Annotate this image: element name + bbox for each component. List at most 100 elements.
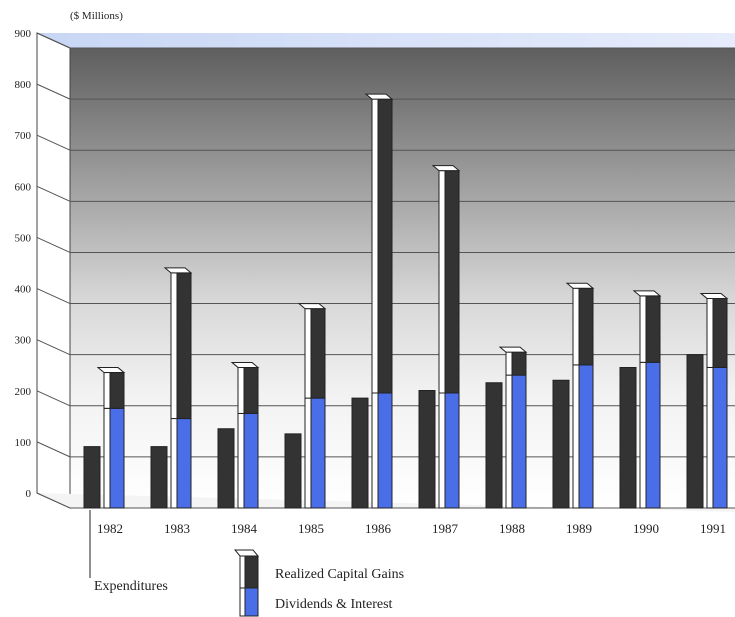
expenditures-bar — [552, 379, 570, 509]
expenditures-bar — [217, 428, 235, 509]
expenditures-bar — [418, 389, 436, 509]
y-tick-label: 0 — [26, 488, 32, 500]
grid-line-side — [36, 185, 71, 202]
x-tick-label: 1982 — [97, 521, 123, 536]
y-tick-label: 500 — [15, 232, 32, 244]
capital-gains-bar-face — [103, 372, 111, 409]
capital-gains-bar — [578, 287, 594, 366]
capital-gains-bar-face — [505, 351, 513, 376]
dividends-bar-face — [371, 392, 379, 509]
y-tick-label: 600 — [15, 181, 32, 193]
legend-label-capital-gains: Realized Capital Gains — [275, 567, 404, 582]
grid-line-side — [36, 288, 71, 305]
capital-gains-bar-face — [639, 295, 647, 363]
dividends-bar-face — [505, 374, 513, 509]
dividends-bar — [310, 397, 326, 509]
capital-gains-bar-face — [237, 366, 245, 414]
capital-gains-bar-face — [438, 170, 446, 394]
bar-top-cap — [431, 165, 461, 172]
legend-swatch-capital-gains — [244, 555, 259, 589]
y-tick-label: 800 — [15, 79, 32, 91]
x-tick-label: 1984 — [231, 521, 258, 536]
dividends-bar — [109, 407, 125, 509]
capital-gains-bar — [310, 308, 326, 399]
grid-line-side — [36, 492, 71, 509]
bar-top-cap — [163, 267, 193, 274]
y-tick-label: 300 — [15, 335, 32, 347]
grid-line-side — [36, 134, 71, 151]
legend-capital-gains: Realized Capital Gains — [233, 549, 404, 589]
bar-top-cap — [632, 290, 662, 297]
x-tick-label: 1986 — [365, 521, 392, 536]
legend-label-dividends: Dividends & Interest — [275, 597, 393, 612]
capital-gains-bar-face — [572, 287, 580, 366]
legend-label-expenditures: Expenditures — [94, 579, 168, 594]
x-tick-label: 1991 — [700, 521, 726, 536]
x-tick-label: 1988 — [499, 521, 525, 536]
grid-line-side — [36, 441, 71, 458]
dividends-bar-face — [237, 412, 245, 509]
y-tick-label: 900 — [15, 28, 32, 40]
capital-gains-bar — [712, 297, 728, 368]
capital-gains-bar-face — [170, 272, 178, 420]
x-tick-label: 1987 — [432, 521, 459, 536]
bar-top-cap — [699, 292, 729, 299]
y-unit-label: ($ Millions) — [70, 10, 123, 22]
dividends-bar-face — [706, 366, 714, 509]
chart-side-wall — [36, 32, 71, 509]
capital-gains-bar — [243, 366, 259, 414]
expenditures-bar — [83, 446, 101, 509]
x-tick-label: 1989 — [566, 521, 592, 536]
x-tick-label: 1990 — [633, 521, 659, 536]
x-tick-label: 1985 — [298, 521, 324, 536]
bar-top-cap — [96, 367, 126, 374]
dividends-bar — [377, 392, 393, 509]
legend-swatch-cap — [233, 549, 260, 557]
grid-line-side — [36, 32, 71, 49]
expenditures-bar — [619, 366, 637, 509]
legend-dividends: Dividends & Interest — [239, 587, 393, 617]
dividends-bar — [176, 418, 192, 509]
expenditures-bar — [686, 354, 704, 509]
dividends-bar — [712, 366, 728, 509]
legend-expenditures: Expenditures — [89, 510, 168, 594]
capital-gains-bar — [109, 372, 125, 409]
capital-gains-bar — [645, 295, 661, 363]
y-tick-label: 700 — [15, 130, 32, 142]
dividends-bar-face — [103, 407, 111, 509]
capital-gains-bar-face — [304, 308, 312, 399]
expenditures-bar — [284, 433, 302, 509]
expenditures-bar — [351, 397, 369, 509]
dividends-bar-face — [304, 397, 312, 509]
dividends-bar-face — [572, 364, 580, 509]
grid-line-side — [36, 339, 71, 356]
dividends-bar — [645, 361, 661, 509]
bar-top-cap — [364, 93, 394, 100]
dividends-bar — [444, 392, 460, 509]
y-tick-label: 200 — [15, 386, 32, 398]
bar-top-cap — [297, 303, 327, 310]
y-tick-label: 100 — [15, 437, 32, 449]
legend-swatch-face — [239, 587, 246, 617]
chart-top-edge — [37, 33, 735, 48]
bar-top-cap — [498, 346, 528, 353]
capital-gains-bar — [511, 351, 527, 376]
grid-line-side — [36, 236, 71, 253]
expenditures-bar — [485, 382, 503, 509]
capital-gains-bar — [444, 170, 460, 394]
legend-swatch-face — [239, 555, 246, 589]
dividends-bar — [243, 412, 259, 509]
dividends-bar — [511, 374, 527, 509]
capital-gains-bar — [377, 98, 393, 394]
grid-line-side — [36, 83, 71, 100]
x-tick-label: 1983 — [164, 521, 190, 536]
bar-top-cap — [230, 361, 260, 368]
legend-swatch-dividends — [244, 587, 259, 617]
y-tick-label: 400 — [15, 284, 32, 296]
bar-top-cap — [565, 282, 595, 289]
grid-line-side — [36, 390, 71, 407]
dividends-bar-face — [639, 361, 647, 509]
dividends-bar-face — [170, 418, 178, 509]
capital-gains-bar-face — [706, 297, 714, 368]
